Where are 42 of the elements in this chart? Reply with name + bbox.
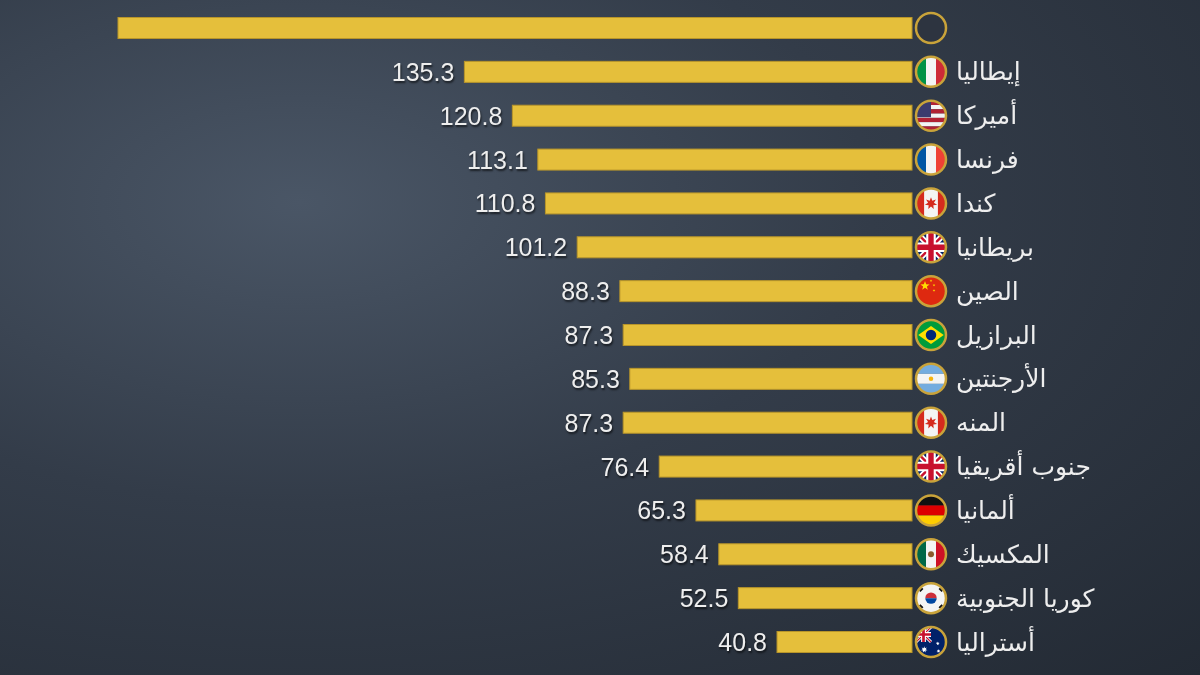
y-tick-label: الأرجنتين	[956, 362, 1047, 394]
bar	[619, 280, 913, 303]
bar	[622, 324, 913, 346]
data-label: 87.3	[564, 408, 614, 437]
y-tick-label: أميركا	[956, 98, 1018, 131]
bar	[695, 499, 913, 522]
data-label: 87.3	[564, 321, 614, 349]
bar	[737, 587, 913, 610]
bar	[576, 236, 913, 259]
y-tick-label: كوريا الجنوبية	[956, 583, 1095, 613]
bar	[658, 455, 913, 478]
data-label: 85.3	[571, 364, 620, 393]
bar	[622, 411, 913, 434]
data-label: 135.3	[391, 57, 455, 86]
y-tick-label: ألمانيا	[956, 492, 1015, 525]
data-label: 76.4	[600, 452, 650, 481]
y-tick-label: فرنسا	[956, 145, 1019, 175]
bar	[718, 543, 913, 566]
y-tick-label: بريطانيا	[956, 232, 1034, 262]
bar	[629, 367, 913, 390]
y-tick-label: الصين	[956, 276, 1019, 306]
y-tick-label: كندا	[956, 188, 996, 218]
bar	[537, 148, 913, 171]
data-label: 113.1	[467, 145, 528, 174]
data-label: 52.5	[679, 584, 729, 613]
data-label: 110.8	[474, 189, 536, 218]
y-tick-label: جنوب أقريقيا	[956, 449, 1091, 482]
y-tick-label: المكسيك	[956, 539, 1050, 569]
bar	[544, 192, 913, 215]
y-tick-label: المنه	[956, 408, 1006, 438]
data-label: 120.8	[439, 101, 503, 130]
data-label: 58.4	[660, 540, 709, 569]
y-tick-label: البرازيل	[956, 320, 1037, 350]
data-label: 65.3	[637, 496, 686, 525]
bar	[511, 104, 913, 127]
bar	[463, 60, 913, 83]
y-tick-label: أستراليا	[956, 624, 1035, 657]
bar	[776, 631, 913, 653]
y-tick-label: إيطاليا	[956, 57, 1021, 88]
data-label: 88.3	[561, 277, 610, 306]
data-label: 40.8	[718, 628, 768, 656]
data-label: 101.2	[504, 233, 568, 262]
